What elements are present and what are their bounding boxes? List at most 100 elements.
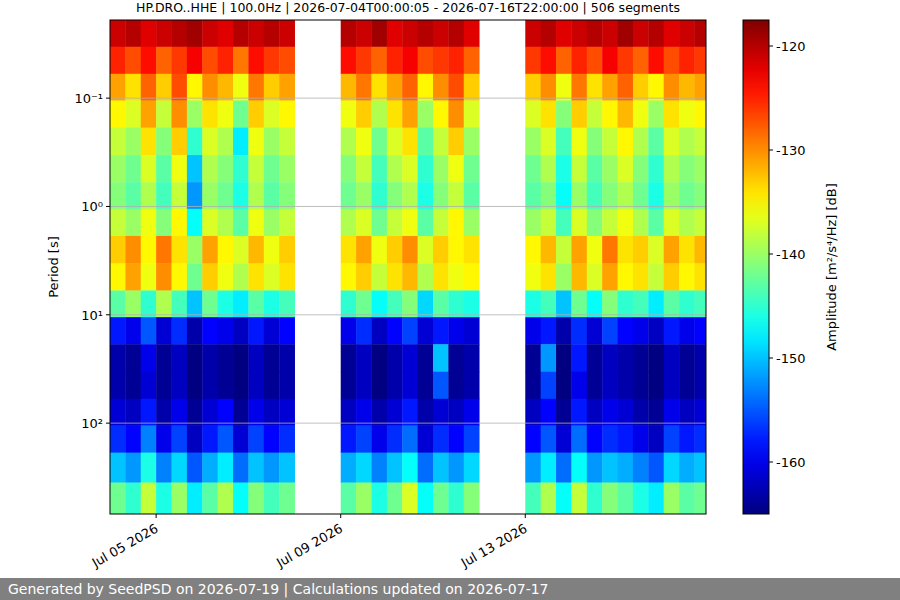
cell	[464, 399, 480, 426]
cell	[618, 399, 634, 426]
x-tick	[525, 514, 526, 518]
cell	[341, 453, 357, 483]
colorbar-tick-label: -160	[776, 455, 806, 470]
x-tick	[340, 514, 341, 518]
cell	[664, 426, 680, 454]
cell	[648, 399, 664, 426]
cell	[464, 426, 480, 454]
cell	[402, 263, 418, 290]
cell	[618, 155, 634, 182]
cell	[587, 263, 603, 290]
cell	[602, 483, 618, 514]
cell	[618, 236, 634, 264]
cell	[141, 236, 157, 264]
cell	[679, 155, 695, 182]
cell	[371, 263, 387, 290]
cell	[664, 372, 680, 399]
cell	[602, 453, 618, 483]
x-tick-label: Jul 05 2026	[89, 521, 161, 571]
plot-frame	[110, 20, 706, 514]
cell	[110, 155, 126, 182]
cell	[141, 453, 157, 483]
cell	[464, 182, 480, 209]
cell	[172, 74, 188, 101]
cell	[679, 453, 695, 483]
cell	[141, 399, 157, 426]
cell	[433, 74, 449, 101]
cell	[402, 453, 418, 483]
cell	[541, 155, 557, 182]
cell	[571, 317, 587, 345]
cell	[618, 372, 634, 399]
cell	[156, 155, 172, 182]
cell	[356, 182, 372, 209]
cell	[187, 344, 203, 372]
cell	[679, 426, 695, 454]
cell	[233, 399, 249, 426]
cell	[125, 155, 141, 182]
cell	[541, 317, 557, 345]
cell	[694, 74, 706, 101]
cell	[172, 263, 188, 290]
cell	[448, 47, 464, 74]
cell	[172, 317, 188, 345]
cell	[571, 426, 587, 454]
cell	[448, 453, 464, 483]
cell	[648, 317, 664, 345]
cell	[448, 317, 464, 345]
cell	[110, 483, 126, 514]
cell	[341, 20, 357, 47]
cell	[141, 74, 157, 101]
cell	[448, 101, 464, 129]
cell	[387, 372, 403, 399]
cell	[248, 290, 264, 317]
cell	[172, 483, 188, 514]
cell	[464, 236, 480, 264]
cell	[664, 47, 680, 74]
cell	[694, 453, 706, 483]
cell	[541, 47, 557, 74]
cell	[541, 372, 557, 399]
cell	[587, 453, 603, 483]
cell	[602, 317, 618, 345]
cell	[233, 290, 249, 317]
cell	[587, 155, 603, 182]
cell	[356, 20, 372, 47]
cell	[402, 209, 418, 237]
cell	[694, 155, 706, 182]
cell	[571, 399, 587, 426]
cell	[279, 20, 295, 47]
cell	[279, 290, 295, 317]
cell	[218, 344, 234, 372]
cell	[141, 47, 157, 74]
cell	[110, 236, 126, 264]
cell	[541, 101, 557, 129]
cell	[371, 155, 387, 182]
cell	[664, 483, 680, 514]
cell	[648, 290, 664, 317]
cell	[218, 483, 234, 514]
cell	[187, 182, 203, 209]
cell	[356, 74, 372, 101]
cell	[418, 317, 434, 345]
cell	[264, 290, 280, 317]
cell	[218, 155, 234, 182]
cell	[387, 155, 403, 182]
cell	[341, 426, 357, 454]
cell	[279, 128, 295, 156]
cell	[387, 182, 403, 209]
cell	[464, 372, 480, 399]
cell	[602, 74, 618, 101]
cell	[264, 263, 280, 290]
cell	[525, 47, 541, 74]
cell	[556, 483, 572, 514]
cell	[233, 128, 249, 156]
cell	[448, 209, 464, 237]
cell	[264, 399, 280, 426]
cell	[464, 74, 480, 101]
cell	[448, 263, 464, 290]
cell	[694, 182, 706, 209]
cell	[618, 74, 634, 101]
cell	[679, 372, 695, 399]
cell	[648, 236, 664, 264]
